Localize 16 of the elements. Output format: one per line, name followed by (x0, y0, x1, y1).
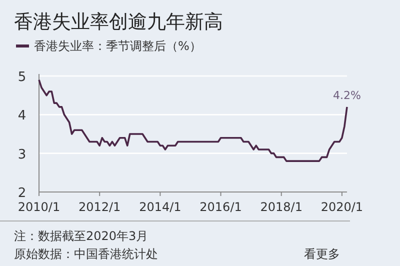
chart-title: 香港失业率创逾九年新高 (14, 11, 223, 33)
text: 看更多 (304, 247, 340, 261)
y-tick-label: 5 (18, 70, 26, 85)
x-tick-label: 2016/1 (200, 200, 242, 214)
x-tick-label: 2012/1 (78, 200, 121, 214)
y-tick-label: 4 (18, 108, 26, 124)
y-tick-label: 3 (18, 147, 26, 162)
annotation: 4.2% (333, 88, 361, 102)
legend: 香港失业率：季节调整后（%） (16, 39, 202, 53)
x-tick-label: 2018/1 (260, 200, 302, 214)
x-tick-label: 2020/1 (320, 200, 364, 214)
x-tick-label: 2010/1 (18, 200, 60, 214)
text: 原始数据：中国香港统计处 (14, 247, 158, 261)
y-tick-label: 2 (18, 186, 26, 201)
x-tick-label: 2014/1 (139, 200, 182, 214)
text: 注：数据截至2020年3月 (14, 229, 148, 243)
